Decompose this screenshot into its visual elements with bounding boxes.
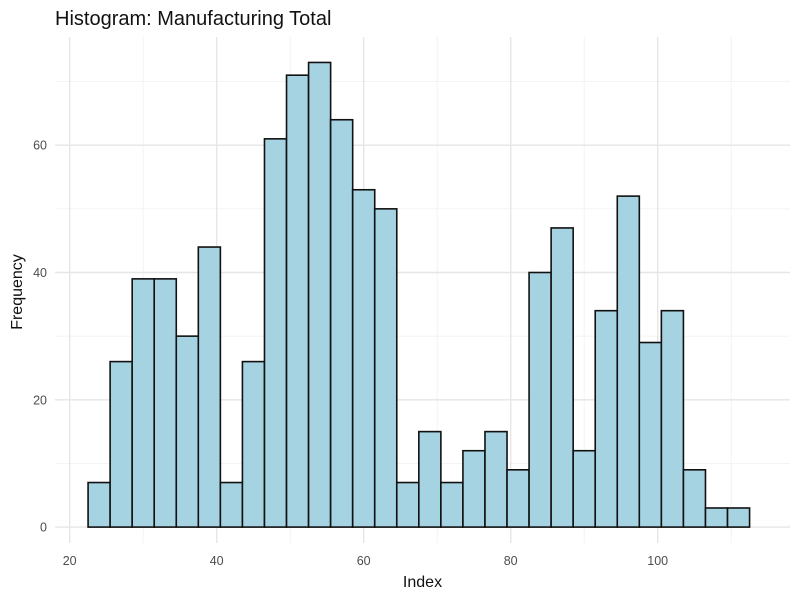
y-tick-label: 20 xyxy=(33,393,47,407)
x-axis-title: Index xyxy=(403,574,442,591)
histogram-bar xyxy=(594,309,619,528)
tick-labels: 20 40 60 80 100 0 20 40 60 xyxy=(33,139,668,568)
x-tick-label: 40 xyxy=(210,554,224,568)
histogram-bar xyxy=(638,341,663,528)
histogram-bar xyxy=(351,188,376,528)
histogram-bar xyxy=(462,449,486,528)
histogram-bar xyxy=(440,481,464,528)
histogram-bar xyxy=(131,278,156,528)
histogram-bar xyxy=(528,271,552,528)
histogram-bar xyxy=(572,449,597,528)
histogram-bar xyxy=(616,195,641,528)
chart-title: Histogram: Manufacturing Total xyxy=(55,8,331,30)
histogram-bar xyxy=(682,469,707,528)
histogram-bar xyxy=(373,208,398,528)
histogram-bar xyxy=(241,360,266,528)
histogram-bar xyxy=(726,507,751,528)
histogram-bar xyxy=(660,309,685,528)
histogram-bar xyxy=(285,74,310,528)
histogram-bar xyxy=(484,430,508,528)
histogram-bar xyxy=(704,507,729,528)
histogram-bar xyxy=(87,481,111,528)
histogram-bar xyxy=(329,118,354,528)
histogram-bar xyxy=(219,481,244,528)
y-tick-label: 40 xyxy=(33,266,47,280)
histogram-bar xyxy=(197,246,222,528)
histogram-bar xyxy=(153,278,178,528)
bars xyxy=(87,61,751,528)
x-tick-label: 80 xyxy=(504,554,518,568)
histogram-bar xyxy=(395,481,420,528)
histogram-bar xyxy=(175,335,200,528)
x-tick-label: 20 xyxy=(63,554,77,568)
histogram-bar xyxy=(263,138,288,528)
y-tick-label: 0 xyxy=(40,521,47,535)
y-axis-title: Frequency xyxy=(9,254,26,330)
y-tick-label: 60 xyxy=(33,139,47,153)
histogram-bar xyxy=(109,360,133,528)
x-tick-label: 60 xyxy=(357,554,371,568)
histogram-bar xyxy=(307,61,332,528)
histogram-bar xyxy=(550,227,574,528)
histogram-bar xyxy=(418,430,442,528)
histogram-bar xyxy=(506,469,530,528)
x-tick-label: 100 xyxy=(647,554,668,568)
